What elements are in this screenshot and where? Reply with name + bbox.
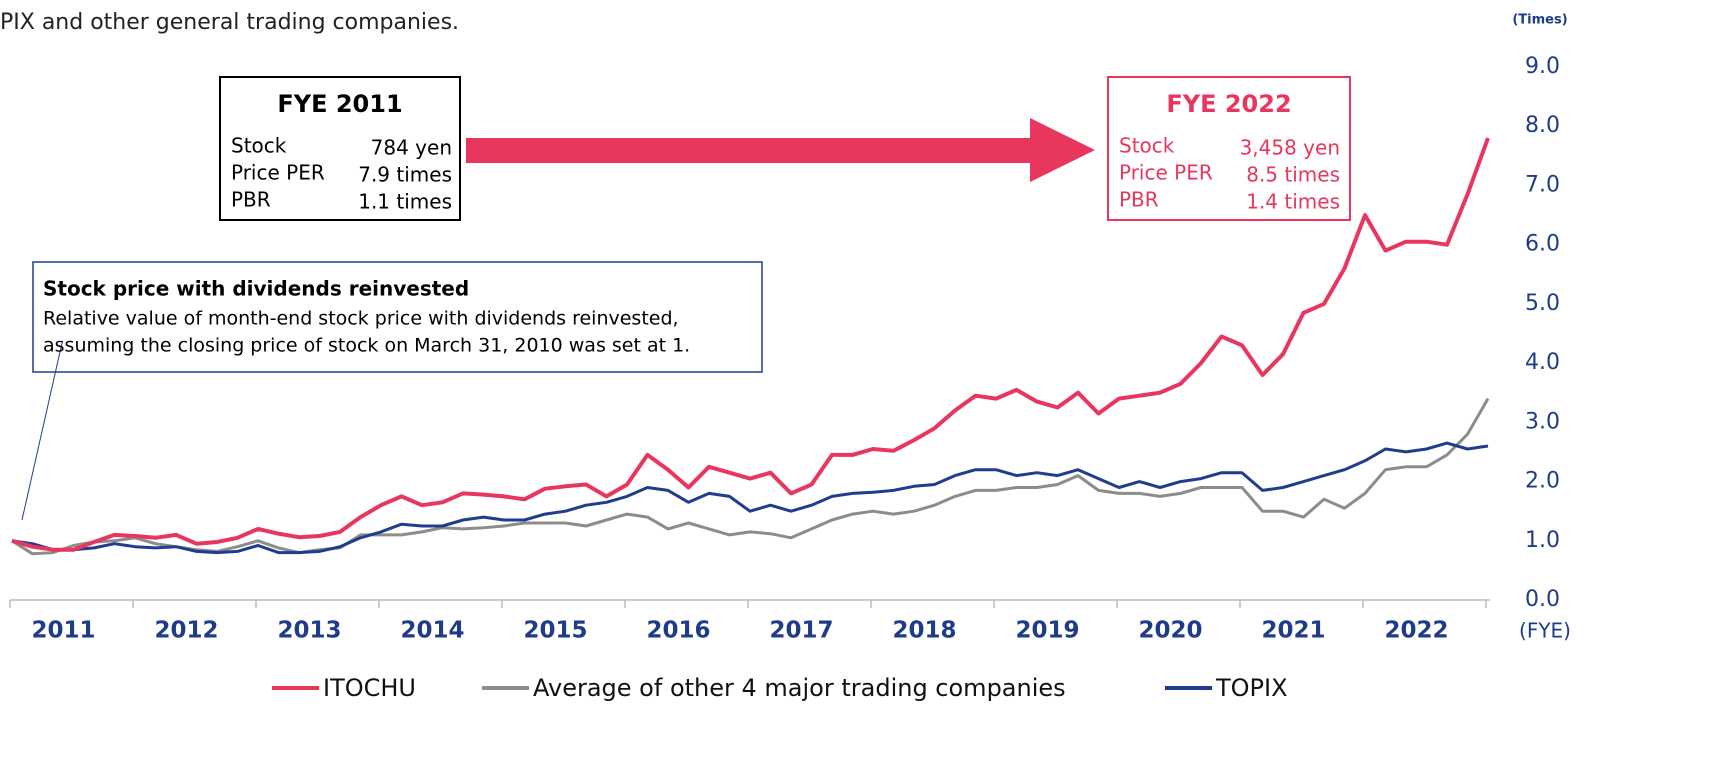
y-tick-label: 2.0 (1525, 469, 1560, 494)
x-tick-label: 2019 (1015, 618, 1079, 644)
y-tick-label: 7.0 (1525, 172, 1560, 197)
x-tick-label: 2012 (154, 618, 218, 644)
caption: PIX and other general trading companies. (0, 10, 459, 35)
series-line (11, 441, 1489, 555)
x-tick-label: 2022 (1384, 618, 1448, 644)
callout-label: Price PER (231, 161, 325, 185)
y-tick-label: 1.0 (1525, 528, 1560, 553)
callout-value: 1.1 times (358, 190, 452, 214)
legend-label: TOPIX (1215, 674, 1288, 702)
y-unit: (Times) (1512, 13, 1567, 28)
legend-label: ITOCHU (323, 674, 416, 702)
x-tick-label: 2017 (769, 618, 833, 644)
x-tick-label: 2015 (523, 618, 587, 644)
y-tick-label: 6.0 (1525, 232, 1560, 257)
x-tick-label: 2020 (1138, 618, 1202, 644)
callout-title: FYE 2011 (277, 90, 402, 118)
y-tick-label: 0.0 (1525, 587, 1560, 612)
y-tick-label: 9.0 (1525, 54, 1560, 79)
arrow (466, 118, 1095, 182)
callout-value: 1.4 times (1246, 190, 1340, 214)
callout-box (219, 76, 461, 221)
callout-label: PBR (1119, 188, 1159, 212)
x-unit: (FYE) (1519, 619, 1571, 643)
x-tick-label: 2014 (400, 618, 464, 644)
series-line (11, 397, 1490, 556)
callout-label: Stock (231, 134, 287, 158)
y-tick-label: 8.0 (1525, 113, 1560, 138)
callout-value: 3,458 yen (1240, 136, 1340, 160)
callout-title: FYE 2022 (1166, 90, 1291, 118)
note-title: Stock price with dividends reinvested (43, 277, 469, 301)
y-tick-label: 5.0 (1525, 291, 1560, 316)
note-line: Relative value of month-end stock price … (43, 308, 679, 330)
callout-label: Stock (1119, 134, 1175, 158)
x-tick-label: 2011 (31, 618, 95, 644)
x-tick-label: 2021 (1261, 618, 1325, 644)
note-pointer (21, 342, 63, 521)
y-tick-label: 3.0 (1525, 409, 1560, 434)
callout-value: 7.9 times (358, 163, 452, 187)
callout-label: PBR (231, 188, 271, 212)
series-line (11, 137, 1490, 552)
x-tick-label: 2016 (646, 618, 710, 644)
x-tick-label: 2013 (277, 618, 341, 644)
x-tick-label: 2018 (892, 618, 956, 644)
legend-label: Average of other 4 major trading compani… (533, 674, 1066, 702)
callout-value: 8.5 times (1246, 163, 1340, 187)
callout-value: 784 yen (371, 136, 452, 160)
y-tick-label: 4.0 (1525, 350, 1560, 375)
callout-box (1107, 76, 1351, 221)
note-box (32, 261, 763, 373)
note-line: assuming the closing price of stock on M… (43, 335, 690, 357)
callout-label: Price PER (1119, 161, 1213, 185)
